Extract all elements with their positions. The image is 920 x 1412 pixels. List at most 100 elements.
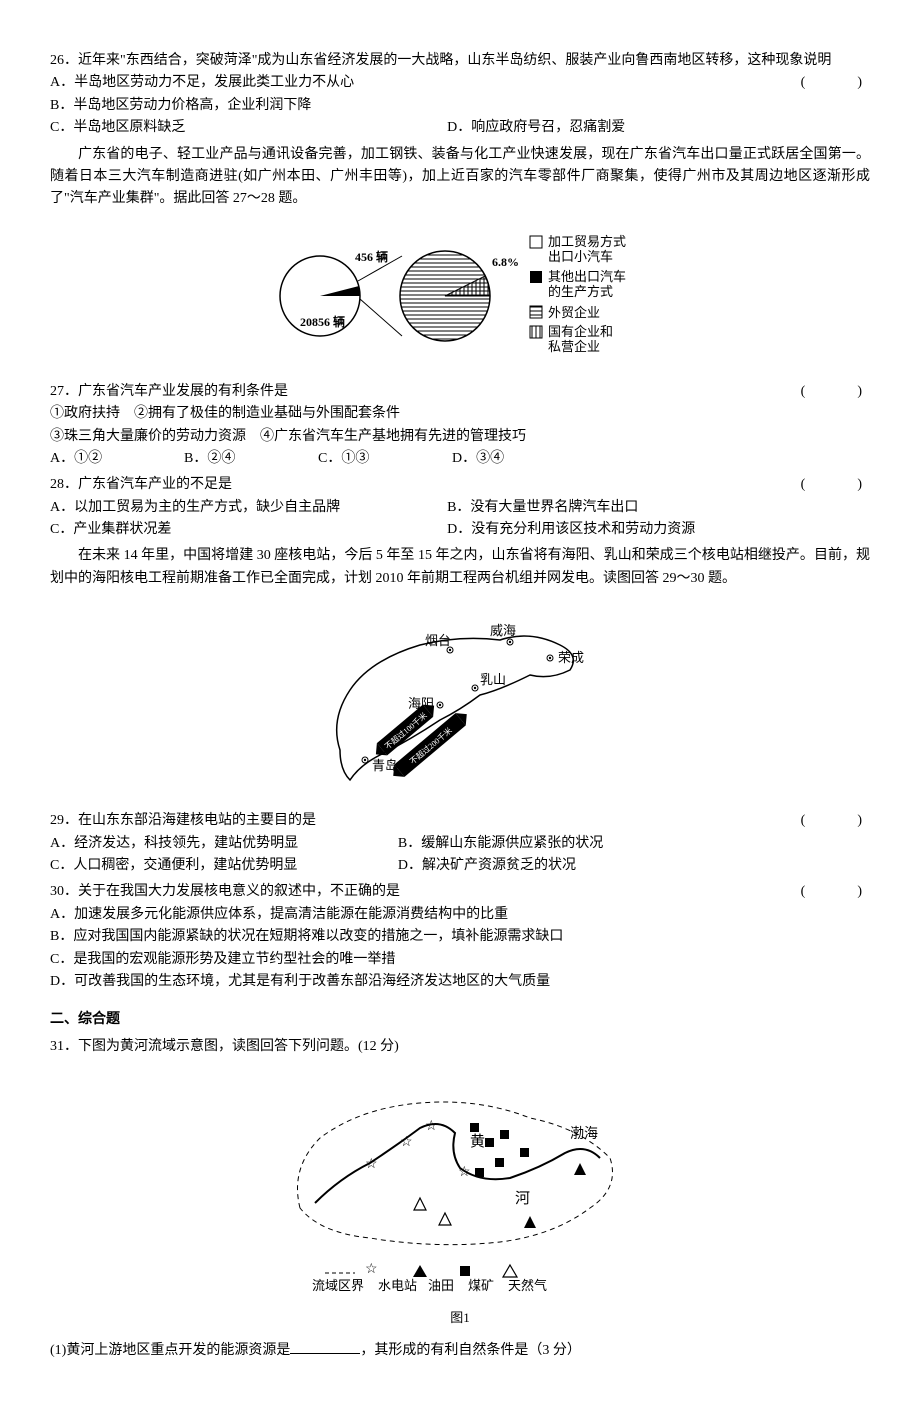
legend-box-1 <box>530 236 542 248</box>
q27-optA: A．①② <box>50 448 160 470</box>
q26-text: 26．近年来"东西结合，突破菏泽"成为山东省经济发展的一大战略，山东半岛纺织、服… <box>50 50 870 72</box>
sea-lbl: 渤海 <box>570 1126 598 1142</box>
shandong-map-figure: 烟台 威海 荣成 乳山 海阳 青岛 不超过100千米 不超过200千米 <box>50 600 870 800</box>
q27-optB: B．②④ <box>184 448 294 470</box>
q31-text: 31．下图为黄河流域示意图，读图回答下列问题。(12 分) <box>50 1036 870 1058</box>
legend-4a: 国有企业和 <box>548 324 613 339</box>
svg-text:煤矿: 煤矿 <box>468 1278 494 1293</box>
legend-box-3 <box>530 306 542 318</box>
gas-symbols <box>414 1198 451 1225</box>
question-26: 26．近年来"东西结合，突破菏泽"成为山东省经济发展的一大战略，山东半岛纺织、服… <box>50 50 870 140</box>
q26-optA: A．半岛地区劳动力不足，发展此类工业力不从心 <box>50 72 444 94</box>
q30-text: 30．关于在我国大力发展核电意义的叙述中，不正确的是 ( ) <box>50 881 870 903</box>
svg-text:乳山: 乳山 <box>480 672 506 687</box>
question-31: 31．下图为黄河流域示意图，读图回答下列问题。(12 分) <box>50 1036 870 1058</box>
svg-text:天然气: 天然气 <box>508 1278 547 1293</box>
svg-text:☆: ☆ <box>425 1119 438 1134</box>
passage-27-28: 广东省的电子、轻工业产品与通讯设备完善，加工钢铁、装备与化工产业快速发展，现在广… <box>50 144 870 211</box>
q28-optD: D．没有充分利用该区技术和劳动力资源 <box>447 519 841 541</box>
q29-text: 29．在山东东部沿海建核电站的主要目的是 ( ) <box>50 810 870 832</box>
river-lbl2: 河 <box>515 1190 530 1207</box>
yellow-river-svg: 黄 河 渤海 ☆☆☆☆ ☆ 流域区界 水电 <box>270 1068 650 1308</box>
legend-2b: 的生产方式 <box>548 284 613 299</box>
q28-text: 28．广东省汽车产业的不足是 ( ) <box>50 474 870 496</box>
q27-line1: ①政府扶持 ②拥有了极佳的制造业基础与外围配套条件 <box>50 403 870 425</box>
q27-paren: ( ) <box>801 381 870 403</box>
svg-text:流域区界: 流域区界 <box>312 1278 364 1293</box>
q30-optA: A．加速发展多元化能源供应体系，提高清洁能源在能源消费结构中的比重 <box>50 904 870 926</box>
q30-optB: B．应对我国国内能源紧缺的状况在短期将难以改变的措施之一，填补能源需求缺口 <box>50 926 870 948</box>
svg-text:威海: 威海 <box>490 623 516 638</box>
legend-1a: 加工贸易方式 <box>548 234 626 249</box>
pie-chart-svg: 456 辆 20856 辆 6.8% 加工贸易方式 出口小汽车 其他出口汽车 的… <box>230 221 690 371</box>
cities: 烟台 威海 荣成 乳山 海阳 青岛 <box>362 623 584 773</box>
pie-chart-figure: 456 辆 20856 辆 6.8% 加工贸易方式 出口小汽车 其他出口汽车 的… <box>50 221 870 371</box>
q28-num: 28． <box>50 477 78 492</box>
basin-boundary <box>298 1102 613 1245</box>
q30-optC: C．是我国的宏观能源形势及建立节约型社会的唯一举措 <box>50 949 870 971</box>
svg-text:☆: ☆ <box>400 1135 413 1150</box>
q29-optA: A．经济发达，科技领先，建站优势明显 <box>50 833 394 855</box>
map2-legend: ☆ 流域区界 水电站 油田 煤矿 天然气 <box>312 1262 547 1293</box>
legend-1b: 出口小汽车 <box>548 249 613 264</box>
q27-num: 27． <box>50 384 78 399</box>
q30-optD: D．可改善我国的生态环境，尤其是有利于改善东部沿海经济发达地区的大气质量 <box>50 971 870 993</box>
q28-optB: B．没有大量世界名牌汽车出口 <box>447 497 841 519</box>
shandong-map-svg: 烟台 威海 荣成 乳山 海阳 青岛 不超过100千米 不超过200千米 <box>300 600 620 800</box>
q26-optD: D．响应政府号召，忍痛割爱 <box>447 117 841 139</box>
label-percent: 6.8% <box>492 255 519 269</box>
yellow-river-figure: 黄 河 渤海 ☆☆☆☆ ☆ 流域区界 水电 <box>50 1068 870 1329</box>
legend-3: 外贸企业 <box>548 305 600 320</box>
question-27: 27．广东省汽车产业发展的有利条件是 ( ) ①政府扶持 ②拥有了极佳的制造业基… <box>50 381 870 471</box>
label-20856: 20856 辆 <box>300 314 345 329</box>
q26-optB: B．半岛地区劳动力价格高，企业利润下降 <box>50 95 444 117</box>
river-lbl1: 黄 <box>470 1133 485 1150</box>
svg-text:水电站: 水电站 <box>378 1278 417 1293</box>
q26-paren: ( ) <box>801 72 870 94</box>
svg-text:油田: 油田 <box>428 1278 454 1293</box>
legend-box-4 <box>530 326 542 338</box>
q26-num: 26． <box>50 53 78 68</box>
q29-optC: C．人口稠密，交通便利，建站优势明显 <box>50 855 394 877</box>
q28-optA: A．以加工贸易为主的生产方式，缺少自主品牌 <box>50 497 444 519</box>
question-30: 30．关于在我国大力发展核电意义的叙述中，不正确的是 ( ) A．加速发展多元化… <box>50 881 870 993</box>
coal-symbols <box>470 1123 529 1177</box>
svg-text:荣成: 荣成 <box>558 650 584 665</box>
svg-text:☆: ☆ <box>365 1157 378 1172</box>
svg-text:烟台: 烟台 <box>425 633 451 648</box>
oil-symbols <box>524 1163 586 1228</box>
q27-options: A．①② B．②④ C．①③ D．③④ <box>50 448 870 470</box>
q28-options: A．以加工贸易为主的生产方式，缺少自主品牌 B．没有大量世界名牌汽车出口 C．产… <box>50 497 870 542</box>
q29-optB: B．缓解山东能源供应紧张的状况 <box>398 836 603 851</box>
q27-text: 27．广东省汽车产业发展的有利条件是 ( ) <box>50 381 870 403</box>
legend-2a: 其他出口汽车 <box>548 269 626 284</box>
map2-caption: 图1 <box>50 1308 870 1329</box>
legend-4b: 私营企业 <box>548 339 600 354</box>
section-2-header: 二、综合题 <box>50 1009 870 1031</box>
q31-sub1: (1)黄河上游地区重点开发的能源资源是，其形成的有利自然条件是（3 分） <box>50 1339 870 1362</box>
question-29: 29．在山东东部沿海建核电站的主要目的是 ( ) A．经济发达，科技领先，建站优… <box>50 810 870 877</box>
svg-text:☆: ☆ <box>365 1262 378 1277</box>
blank-1 <box>290 1339 360 1354</box>
river-line <box>315 1124 600 1203</box>
q27-optD: D．③④ <box>452 448 562 470</box>
label-456: 456 辆 <box>355 249 388 264</box>
q28-optC: C．产业集群状况差 <box>50 519 444 541</box>
q26-options: A．半岛地区劳动力不足，发展此类工业力不从心 B．半岛地区劳动力价格高，企业利润… <box>50 72 870 139</box>
q29-options: A．经济发达，科技领先，建站优势明显 B．缓解山东能源供应紧张的状况 C．人口稠… <box>50 833 870 878</box>
q27-line2: ③珠三角大量廉价的劳动力资源 ④广东省汽车生产基地拥有先进的管理技巧 <box>50 426 870 448</box>
q29-optD: D．解决矿产资源贫乏的状况 <box>398 858 576 873</box>
q30-paren: ( ) <box>801 881 870 903</box>
svg-text:☆: ☆ <box>458 1165 471 1180</box>
q26-optC: C．半岛地区原料缺乏 <box>50 117 444 139</box>
legend-box-2 <box>530 271 542 283</box>
q30-num: 30． <box>50 884 78 899</box>
q29-paren: ( ) <box>801 810 870 832</box>
hydro-symbols: ☆ ☆ ☆ ☆ <box>365 1119 471 1180</box>
q31-num: 31． <box>50 1039 78 1054</box>
q28-paren: ( ) <box>801 474 870 496</box>
question-28: 28．广东省汽车产业的不足是 ( ) A．以加工贸易为主的生产方式，缺少自主品牌… <box>50 474 870 541</box>
passage-29-30: 在未来 14 年里，中国将增建 30 座核电站，今后 5 年至 15 年之内，山… <box>50 545 870 590</box>
q29-num: 29． <box>50 813 78 828</box>
q27-optC: C．①③ <box>318 448 428 470</box>
